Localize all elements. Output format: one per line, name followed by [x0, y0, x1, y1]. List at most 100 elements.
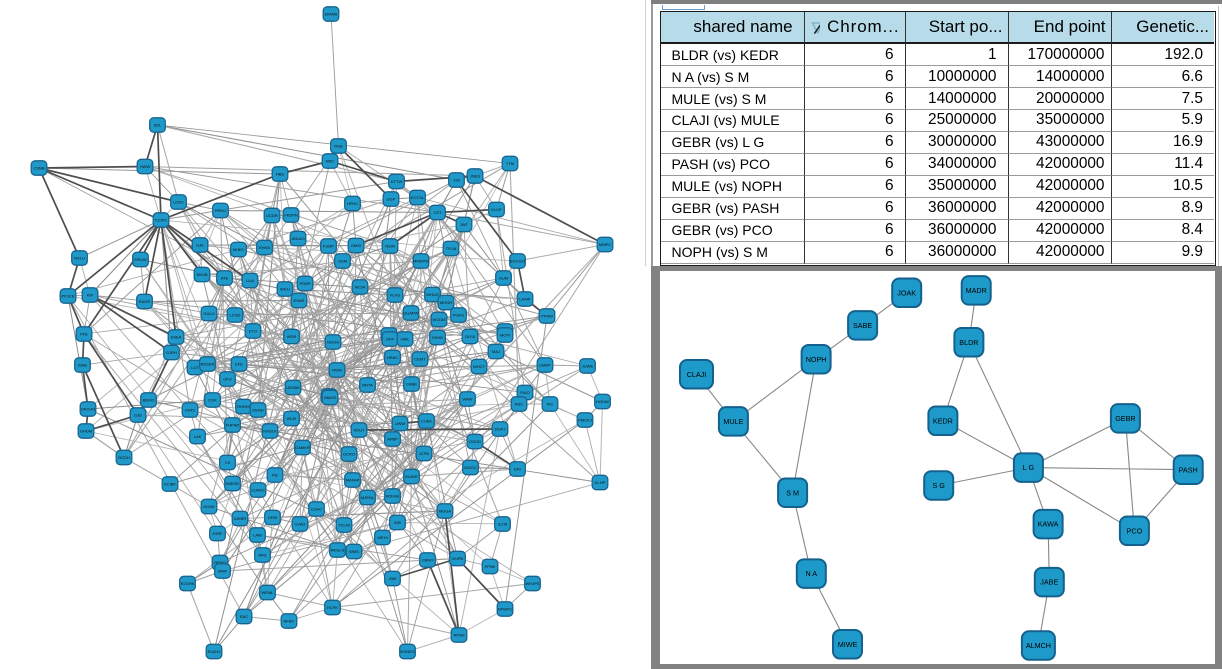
svg-text:OMSI: OMSI	[351, 243, 361, 248]
svg-text:IUEBR: IUEBR	[234, 516, 246, 521]
svg-text:CST: CST	[434, 210, 443, 215]
svg-text:DGPJ: DGPJ	[495, 427, 506, 432]
svg-text:CUHC: CUHC	[311, 507, 323, 512]
svg-text:S G: S G	[933, 481, 946, 490]
svg-text:GJWJ: GJWJ	[295, 522, 306, 527]
svg-text:CSNB: CSNB	[33, 166, 44, 171]
svg-text:SKHB: SKHB	[432, 335, 443, 340]
svg-text:WMS: WMS	[349, 549, 359, 554]
svg-text:HGHW: HGHW	[596, 399, 609, 404]
svg-text:FHFNR: FHFNR	[226, 423, 240, 428]
svg-text:RPSH: RPSH	[453, 633, 464, 638]
svg-text:OFU: OFU	[223, 377, 232, 382]
svg-text:DLHP: DLHP	[595, 480, 606, 485]
svg-text:SSEA: SSEA	[171, 335, 182, 340]
svg-text:S M: S M	[786, 488, 799, 497]
svg-text:RHRIS: RHRIS	[237, 404, 250, 409]
svg-text:N A: N A	[806, 569, 818, 578]
svg-text:CABE: CABE	[406, 382, 417, 387]
svg-text:NGGA: NGGA	[327, 340, 339, 345]
svg-text:MJENL: MJENL	[361, 495, 375, 500]
svg-text:ESAR: ESAR	[294, 298, 305, 303]
svg-text:WNP: WNP	[218, 569, 228, 574]
svg-text:PDDP: PDDP	[299, 281, 310, 286]
svg-text:EFE: EFE	[235, 362, 243, 367]
svg-text:RCDH: RCDH	[118, 455, 130, 460]
svg-text:IMESR: IMESR	[226, 481, 239, 486]
svg-text:CBNO: CBNO	[422, 558, 434, 563]
svg-text:FFE: FFE	[80, 332, 88, 337]
svg-text:RWN: RWN	[332, 368, 342, 373]
svg-text:RGB: RGB	[334, 144, 343, 149]
svg-text:EAC: EAC	[240, 614, 248, 619]
svg-text:TCLNI: TCLNI	[338, 523, 350, 528]
svg-text:APBP: APBP	[387, 437, 398, 442]
svg-text:RKGLN: RKGLN	[331, 548, 345, 553]
svg-text:JNES: JNES	[470, 174, 481, 179]
svg-text:RRTA: RRTA	[362, 383, 373, 388]
svg-text:FUDP: FUDP	[323, 244, 334, 249]
svg-text:UDSBK: UDSBK	[286, 385, 300, 390]
svg-text:EUWR: EUWR	[405, 474, 417, 479]
svg-text:PMCPJ: PMCPJ	[578, 418, 592, 423]
svg-text:LOT: LOT	[191, 365, 199, 370]
svg-text:JMLAO: JMLAO	[291, 236, 304, 241]
svg-text:KDKAK: KDKAK	[386, 494, 400, 499]
svg-text:FLHS: FLHS	[390, 293, 401, 298]
svg-text:WHCT: WHCT	[473, 364, 486, 369]
svg-text:JWT: JWT	[460, 222, 469, 227]
svg-text:SDL: SDL	[154, 123, 163, 128]
svg-text:CEMT: CEMT	[414, 357, 426, 362]
svg-text:CLAJI: CLAJI	[687, 370, 707, 379]
svg-text:OSM: OSM	[338, 259, 347, 264]
svg-text:JIWI: JIWI	[389, 576, 397, 581]
svg-text:MAFAP: MAFAP	[346, 478, 360, 483]
svg-text:RSC: RSC	[515, 402, 524, 407]
svg-text:HBS: HBS	[276, 172, 285, 177]
svg-text:JORF: JORF	[212, 531, 223, 536]
svg-text:KEDR: KEDR	[933, 416, 953, 425]
svg-text:LAK: LAK	[194, 434, 202, 439]
svg-text:PIC: PIC	[547, 402, 554, 407]
svg-text:EMWB: EMWB	[325, 12, 338, 17]
svg-text:IORS: IORS	[185, 408, 195, 413]
svg-text:OCRO: OCRO	[343, 452, 355, 457]
svg-text:DTTW: DTTW	[391, 179, 403, 184]
svg-text:BDRO: BDRO	[143, 398, 155, 403]
svg-text:FKEPN: FKEPN	[284, 213, 297, 218]
svg-text:OAIL: OAIL	[400, 337, 410, 342]
svg-text:MCPI: MCPI	[500, 333, 510, 338]
svg-text:ERUW: ERUW	[134, 257, 146, 262]
svg-text:LDSC: LDSC	[173, 200, 184, 205]
svg-text:KAWA: KAWA	[1038, 520, 1059, 529]
svg-text:TTM: TTM	[506, 161, 514, 166]
svg-text:OFF: OFF	[386, 337, 395, 342]
svg-text:GJD: GJD	[134, 413, 142, 418]
svg-text:UGP: UGP	[387, 197, 396, 202]
svg-text:RJGHK: RJGHK	[181, 581, 195, 586]
svg-text:NFBC: NFBC	[284, 619, 295, 624]
svg-text:PGKG: PGKG	[453, 313, 465, 318]
svg-text:KCIBF: KCIBF	[164, 482, 176, 487]
svg-text:MIWE: MIWE	[838, 640, 858, 649]
svg-text:PPJCE: PPJCE	[62, 294, 75, 299]
svg-text:GJE: GJE	[196, 243, 204, 248]
svg-text:WHUG: WHUG	[426, 292, 439, 297]
svg-text:TFIJA: TFIJA	[446, 246, 457, 251]
svg-text:GJRH: GJRH	[166, 350, 177, 355]
svg-text:TJS: TJS	[453, 178, 460, 183]
svg-text:FIE: FIE	[272, 473, 279, 478]
svg-text:MMDPW: MMDPW	[413, 259, 429, 264]
svg-text:HFHC: HFHC	[347, 201, 358, 206]
svg-text:WEML: WEML	[262, 590, 275, 595]
svg-text:DKUB: DKUB	[196, 272, 207, 277]
svg-text:RAGR: RAGR	[139, 299, 151, 304]
svg-text:MAJ: MAJ	[492, 349, 500, 354]
svg-text:BLDR: BLDR	[959, 338, 978, 347]
svg-text:COK: COK	[208, 398, 217, 403]
svg-text:LAIB: LAIB	[253, 533, 262, 538]
svg-text:UUAPW: UUAPW	[404, 311, 419, 316]
svg-text:MDGA: MDGA	[439, 509, 451, 514]
svg-text:MADR: MADR	[966, 286, 987, 295]
svg-text:CIAWC: CIAWC	[251, 488, 264, 493]
